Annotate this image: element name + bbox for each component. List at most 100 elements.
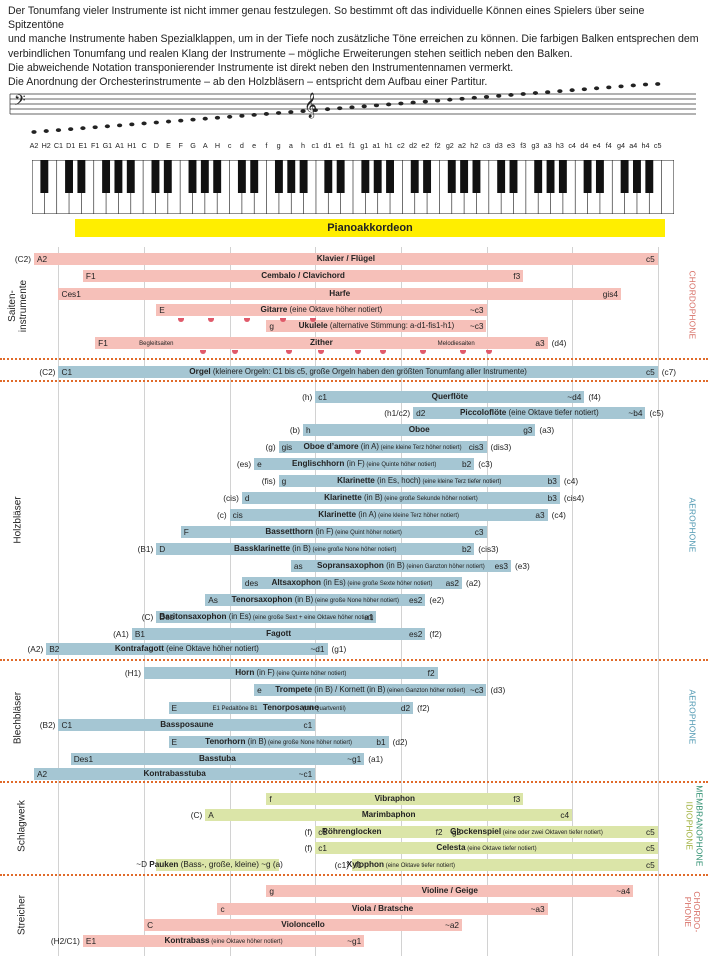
range-low-note: C1: [61, 720, 73, 730]
black-key: [250, 160, 259, 193]
range-bar: [180, 526, 487, 538]
range-low-note: E: [171, 737, 178, 747]
black-key: [460, 160, 469, 193]
instrument-label: Bassetthorn: [265, 527, 314, 536]
black-key: [163, 160, 172, 193]
instrument-name: Kontrabasstuba: [143, 768, 205, 780]
range-low-note: Des1: [73, 754, 94, 764]
notation-note: (eine große Sexte höher notiert): [345, 581, 433, 587]
range-extension-left: (cis): [223, 493, 239, 503]
notehead: [373, 103, 380, 108]
notation-note: (eine Quint höher notiert): [333, 530, 402, 536]
svg-text:𝄞: 𝄞: [304, 92, 317, 118]
range-bar: [34, 253, 658, 265]
section-separator: [0, 781, 708, 783]
range-low-note: c: [220, 904, 225, 914]
note-name: h: [301, 141, 306, 150]
instrument-name: Röhrenglocken: [322, 826, 382, 838]
transposition: (in F): [313, 527, 334, 536]
range-low-note: c1: [318, 843, 328, 853]
range-bar: [144, 919, 463, 931]
range-extension-right: (f2): [429, 629, 442, 639]
note-name: d: [239, 141, 244, 150]
notehead: [410, 100, 416, 105]
black-key: [509, 160, 518, 193]
range-high-note: ~d4: [567, 392, 582, 402]
black-key: [126, 160, 135, 193]
instrument-name: Vibraphon: [375, 793, 415, 805]
range-low-note: Ces1: [61, 289, 81, 299]
range-high-note: as2: [445, 578, 460, 588]
notehead: [520, 92, 526, 96]
note-name: g1: [360, 141, 369, 150]
note-name: e: [252, 141, 257, 150]
notehead: [483, 94, 490, 99]
range-bar: [351, 859, 658, 871]
range-high-note: b2: [462, 459, 472, 469]
range-extension-left: (C2): [39, 367, 56, 377]
range-high-note: ~g1: [347, 936, 362, 946]
instrument-name: Altsaxophon (in Es) (eine große Sexte hö…: [271, 577, 432, 590]
range-high-note: es2: [408, 629, 423, 639]
instrument-name: Tenorsaxophon (in B) (eine große None hö…: [232, 594, 399, 607]
range-high-note: es3: [494, 561, 508, 571]
instrument-label: Röhrenglocken: [321, 827, 382, 836]
instrument-label: Horn: [235, 668, 255, 677]
instrument-name: Zither: [310, 337, 333, 349]
range-bar: [156, 543, 475, 555]
range-bar: [413, 407, 646, 419]
transposition: (in Es): [321, 578, 346, 587]
instrument-label: Englischhorn: [292, 459, 345, 468]
notehead: [251, 113, 257, 117]
note-name: e2: [421, 141, 430, 150]
black-key: [633, 160, 641, 193]
black-key: [299, 160, 308, 193]
family-label: CHORDOPHONE: [687, 270, 697, 340]
svg-text:𝄢: 𝄢: [14, 92, 26, 113]
string-marker: [310, 318, 316, 322]
range-bar: [205, 594, 426, 606]
instrument-name: Viola / Bratsche: [352, 903, 413, 915]
transposition: (alternative Stimmung: a-d1-fis1-h1): [327, 321, 455, 330]
range-extension-right: (c3): [478, 459, 493, 469]
instrument-name: Bassposaune: [160, 719, 213, 731]
instrument-name: Basstuba: [199, 753, 236, 765]
black-key: [287, 160, 296, 193]
black-key: [386, 160, 394, 193]
range-extension-left: (A1): [113, 629, 129, 639]
black-key: [423, 160, 432, 193]
instrument-name: Tenorhorn (in B) (eine große None höher …: [205, 736, 352, 749]
range-bar: [229, 509, 548, 521]
note-name: d1: [323, 141, 332, 150]
notehead: [31, 130, 37, 134]
range-low-note: des: [244, 578, 259, 588]
notation-note: (einen Ganzton höher notiert): [385, 688, 466, 694]
black-key: [534, 160, 543, 193]
transposition: (in B): [361, 493, 383, 502]
black-key: [188, 160, 197, 193]
range-low-note: e: [257, 685, 262, 695]
black-key: [497, 160, 506, 193]
instrument-label: Tenorposaune: [262, 703, 319, 712]
range-low-note: c1: [318, 827, 328, 837]
transposition: (in A): [358, 442, 379, 451]
instrument-label: Klarinette: [337, 476, 375, 485]
range-low-note: A2: [37, 254, 48, 264]
note-name: g2: [445, 141, 454, 150]
instrument-label: Kontrabass: [164, 936, 210, 945]
notehead: [606, 85, 612, 90]
instrument-label: Harfe: [329, 289, 351, 298]
range-low-note: E: [159, 305, 165, 315]
black-key: [620, 160, 629, 193]
black-key: [200, 160, 209, 193]
range-high-note: f3: [513, 794, 521, 804]
notehead: [398, 101, 404, 106]
range-low-note: F1: [98, 338, 108, 348]
instrument-name: Baritonsaxophon (in Es) (eine große Sext…: [159, 611, 373, 624]
range-extension-left: (C): [141, 612, 154, 622]
range-bar: [290, 560, 511, 572]
notehead: [447, 97, 453, 102]
string-marker: [460, 350, 466, 354]
instrument-name: Kontrabass (eine Oktave höher notiert): [165, 935, 283, 948]
transposition: (in F): [344, 459, 365, 468]
